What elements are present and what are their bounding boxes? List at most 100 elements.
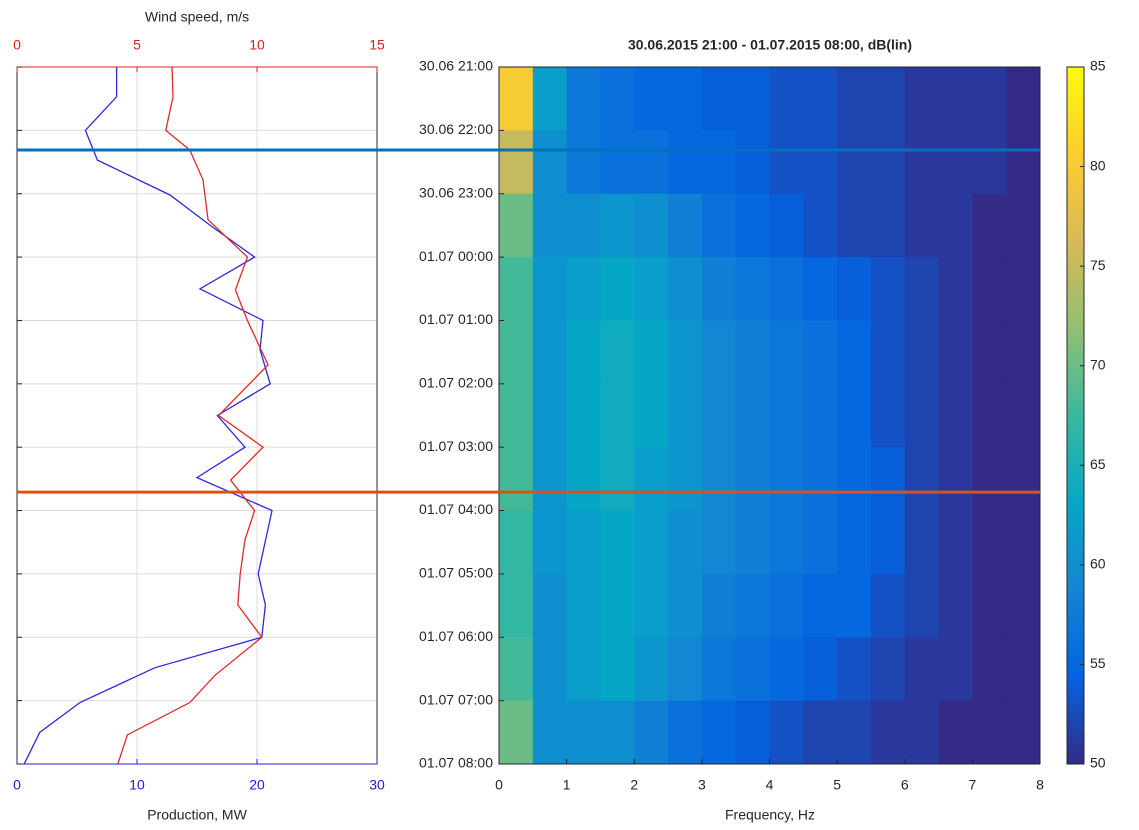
series-line xyxy=(117,66,269,765)
heat-cell xyxy=(769,573,804,638)
heat-cell xyxy=(938,700,973,765)
heat-cell xyxy=(972,67,1007,131)
heat-cell xyxy=(735,447,770,512)
heat-cell xyxy=(938,130,973,195)
heat-cell xyxy=(499,447,534,512)
heat-cell xyxy=(566,193,601,258)
y-tick-label: 01.07 01:00 xyxy=(419,311,493,327)
heat-cell xyxy=(600,257,635,321)
heat-cell xyxy=(735,383,770,448)
heat-cell xyxy=(769,447,804,512)
heat-cell xyxy=(499,257,534,321)
heat-cell xyxy=(600,510,635,575)
heat-cell xyxy=(837,193,872,258)
heat-cell xyxy=(938,193,973,258)
heat-cell xyxy=(837,700,872,765)
heat-cell xyxy=(803,383,838,448)
heat-cell xyxy=(634,320,669,385)
heat-cell xyxy=(701,573,737,638)
x-tick-label: 7 xyxy=(968,777,976,793)
heat-cell xyxy=(904,193,940,258)
x-tick-label: 30 xyxy=(369,777,385,793)
heat-cell xyxy=(701,700,737,765)
heat-cell xyxy=(803,67,838,131)
heat-cell xyxy=(701,257,737,321)
heat-cell xyxy=(532,700,568,765)
heat-cell xyxy=(701,510,737,575)
x2-tick-label: 10 xyxy=(249,37,265,53)
heat-cell xyxy=(668,447,703,512)
heat-cell xyxy=(735,67,770,131)
heat-cell xyxy=(938,447,973,512)
heat-cell xyxy=(803,637,838,702)
heat-cell xyxy=(972,447,1007,512)
heat-cell xyxy=(1006,130,1041,195)
heat-cell xyxy=(904,637,940,702)
heat-cell xyxy=(532,573,568,638)
heat-cell xyxy=(870,573,906,638)
heat-cell xyxy=(634,447,669,512)
heat-cell xyxy=(938,637,973,702)
heat-cell xyxy=(600,700,635,765)
heat-cell xyxy=(837,67,872,131)
heat-cell xyxy=(532,510,568,575)
colorbar-tick-label: 55 xyxy=(1090,655,1106,671)
heat-cell xyxy=(904,320,940,385)
heat-cell xyxy=(870,447,906,512)
heat-cell xyxy=(566,447,601,512)
heat-cell xyxy=(938,320,973,385)
heat-cell xyxy=(1006,257,1041,321)
heat-cell xyxy=(634,700,669,765)
y-tick-label: 30.06 23:00 xyxy=(419,184,493,200)
heat-cell xyxy=(735,573,770,638)
heat-cell xyxy=(600,573,635,638)
heat-cell xyxy=(701,320,737,385)
x-tick-label: 3 xyxy=(698,777,706,793)
colorbar-tick-label: 65 xyxy=(1090,456,1106,472)
heat-cell xyxy=(904,700,940,765)
heat-cell xyxy=(499,130,534,195)
heat-cell xyxy=(532,637,568,702)
colorbar-tick-label: 70 xyxy=(1090,356,1106,372)
heat-cell xyxy=(566,320,601,385)
heat-cell xyxy=(803,193,838,258)
heat-cell xyxy=(668,193,703,258)
heat-cell xyxy=(938,573,973,638)
heat-cell xyxy=(837,637,872,702)
x-tick-label: 4 xyxy=(766,777,774,793)
x-tick-label: 10 xyxy=(129,777,145,793)
heat-cell xyxy=(803,447,838,512)
heat-cell xyxy=(837,573,872,638)
heat-cell xyxy=(600,447,635,512)
y-tick-label: 01.07 03:00 xyxy=(419,438,493,454)
heat-cell xyxy=(566,637,601,702)
heat-cell xyxy=(566,510,601,575)
heat-cell xyxy=(499,510,534,575)
wind-axis-label: Wind speed, m/s xyxy=(145,9,249,25)
heat-cell xyxy=(769,383,804,448)
heat-cell xyxy=(668,510,703,575)
heat-cell xyxy=(972,320,1007,385)
heat-cell xyxy=(904,573,940,638)
x-tick-label: 20 xyxy=(249,777,265,793)
heat-cell xyxy=(634,257,669,321)
heat-cell xyxy=(870,383,906,448)
heat-cell xyxy=(972,510,1007,575)
heat-cell xyxy=(837,510,872,575)
y-tick-label: 01.07 08:00 xyxy=(419,755,493,771)
heat-cell xyxy=(837,320,872,385)
heat-cell xyxy=(499,383,534,448)
heat-cell xyxy=(566,67,601,131)
heat-cell xyxy=(1006,193,1041,258)
plot-frame xyxy=(16,66,378,765)
heat-cell xyxy=(600,67,635,131)
heat-cell xyxy=(668,383,703,448)
heat-cell xyxy=(532,257,568,321)
heat-cell xyxy=(532,320,568,385)
heat-cell xyxy=(668,130,703,195)
x-tick-label: 1 xyxy=(563,777,571,793)
heat-cell xyxy=(566,383,601,448)
x-tick-label: 0 xyxy=(495,777,503,793)
heat-cell xyxy=(701,130,737,195)
colorbar-tick-label: 75 xyxy=(1090,257,1106,273)
